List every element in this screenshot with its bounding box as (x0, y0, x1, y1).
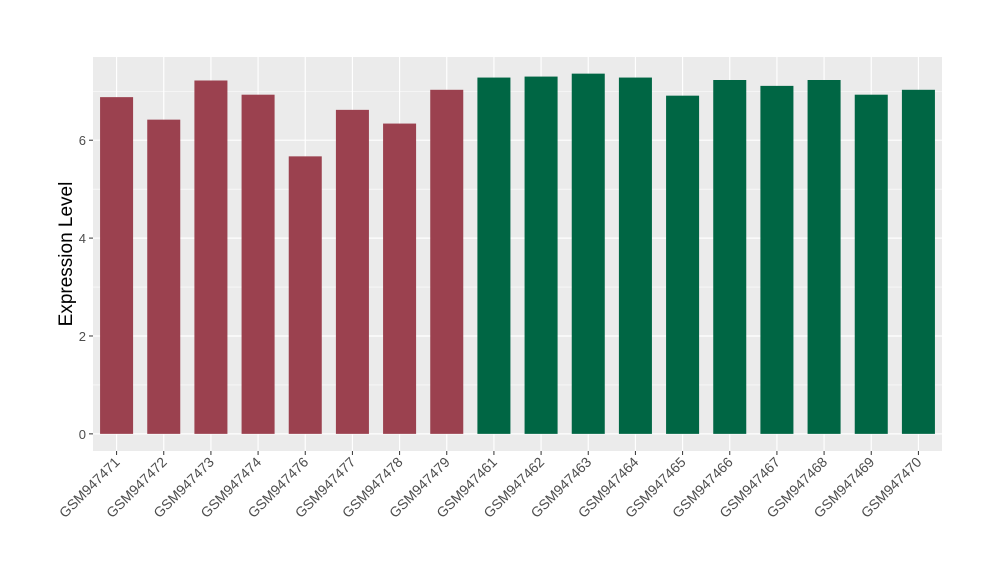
bar-GSM947466 (713, 80, 747, 434)
bar-GSM947461 (477, 77, 511, 434)
bar-GSM947479 (430, 89, 464, 434)
minor-gridlines (93, 90, 942, 386)
bar-GSM947469 (854, 94, 888, 434)
y-axis-title: Expression Level (56, 182, 77, 327)
bar-GSM947471 (100, 97, 134, 434)
bar-GSM947464 (618, 77, 652, 434)
bar-GSM947473 (194, 80, 228, 434)
bar-GSM947468 (807, 80, 841, 434)
y-axis: 0 2 4 6 (79, 133, 93, 442)
bars (100, 73, 935, 434)
bar-GSM947472 (147, 119, 181, 434)
bar-GSM947478 (383, 123, 417, 434)
x-axis: GSM947471GSM947472GSM947473GSM947474GSM9… (56, 451, 925, 521)
y-tick-label: 6 (79, 133, 86, 148)
bar-GSM947463 (571, 73, 605, 434)
plot-panel (93, 57, 942, 451)
y-tick-label: 2 (79, 329, 86, 344)
y-tick-label: 0 (79, 427, 86, 442)
bar-GSM947474 (241, 94, 275, 434)
bar-GSM947462 (524, 76, 558, 434)
bar-GSM947470 (901, 89, 935, 434)
y-tick-label: 4 (79, 231, 86, 246)
bar-GSM947465 (666, 95, 700, 434)
bar-GSM947476 (288, 156, 322, 434)
bar-GSM947477 (335, 109, 369, 434)
bar-GSM947467 (760, 85, 794, 434)
